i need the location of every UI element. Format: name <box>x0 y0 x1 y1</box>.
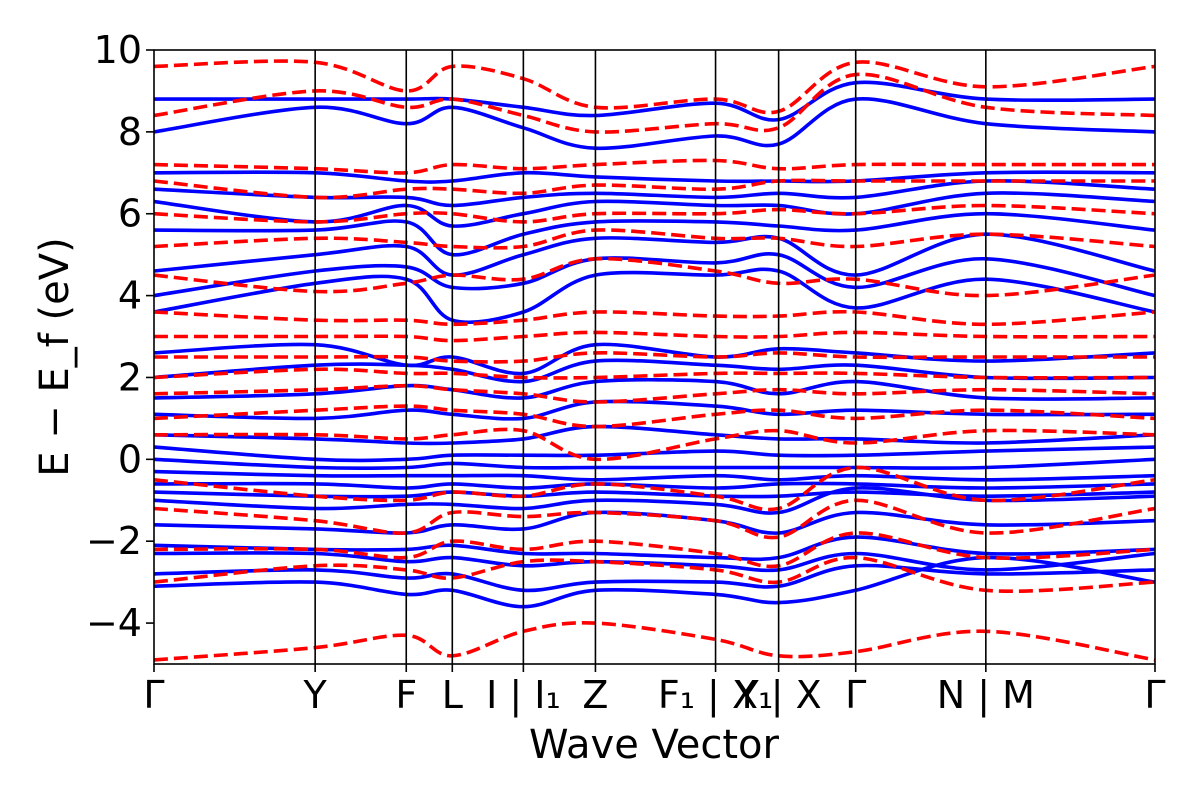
spin-up-band-10 <box>154 457 1155 471</box>
y-tick-label: 4 <box>118 274 142 318</box>
spin-down-band-14 <box>154 228 1155 250</box>
kpoint-label: Γ <box>143 673 164 717</box>
spin-up-band-1 <box>154 555 1155 609</box>
spin-up-band-8 <box>154 481 1155 490</box>
spin-up-band-4 <box>154 535 1155 562</box>
y-tick-label: 10 <box>94 28 142 72</box>
y-tick-label: 2 <box>118 355 142 399</box>
y-tick-label: −4 <box>86 601 142 645</box>
kpoint-label: Γ <box>845 673 866 717</box>
spin-down-band-9 <box>154 367 1155 380</box>
y-tick-label: 6 <box>118 192 142 236</box>
kpoint-label: I | I₁ <box>486 673 561 718</box>
spin-down-band-18 <box>154 72 1155 134</box>
spin-up-band-20 <box>154 211 1155 257</box>
spin-down-band-4 <box>154 498 1155 540</box>
kpoint-label: F <box>395 673 417 717</box>
spin-down-band-2 <box>154 555 1155 594</box>
spin-up-band-7 <box>154 490 1155 499</box>
spin-down-band-15 <box>154 203 1155 224</box>
y-tick-label: −2 <box>86 519 142 563</box>
y-axis-title: E − E_f (eV) <box>32 237 78 476</box>
spin-down-band-13 <box>154 256 1155 298</box>
spin-down-band-1 <box>154 621 1155 662</box>
spin-up-band-12 <box>154 424 1155 446</box>
spin-up-band-23 <box>154 170 1155 184</box>
y-axis: −4 −2 0 2 4 6 8 10 <box>86 28 154 645</box>
spin-up-band-9 <box>154 469 1155 482</box>
spin-down-band-6 <box>154 427 1155 462</box>
spin-down-band-10 <box>154 351 1155 364</box>
kpoint-label: N | M <box>937 673 1035 718</box>
spin-down-band-7 <box>154 404 1155 429</box>
spin-up-band-11 <box>154 445 1155 463</box>
spin-up-band-15 <box>154 358 1155 384</box>
spin-up-band-14 <box>154 377 1155 401</box>
x-axis-title: Wave Vector <box>529 722 780 768</box>
kpoint-label: L <box>442 673 463 717</box>
y-tick-label: 8 <box>118 110 142 154</box>
bands-layer <box>154 59 1155 662</box>
spin-up-band-25 <box>154 80 1155 122</box>
y-tick-label: 0 <box>118 437 142 481</box>
spin-down-band-17 <box>154 158 1155 175</box>
kpoint-label: Γ <box>1144 673 1165 717</box>
spin-up-band-17 <box>154 267 1155 325</box>
spin-down-band-5 <box>154 465 1155 512</box>
spin-up-band-19 <box>154 232 1155 277</box>
spin-down-band-11 <box>154 330 1155 343</box>
plot-frame <box>153 49 1156 665</box>
spin-down-band-3 <box>154 531 1155 569</box>
spin-down-band-16 <box>154 178 1155 200</box>
kpoint-label: Y | X <box>735 673 822 718</box>
kpoint-label: F₁ | X₁ <box>658 673 773 718</box>
kpoint-label: Y <box>303 673 328 717</box>
high-symmetry-lines <box>314 50 987 664</box>
spin-up-band-24 <box>154 96 1155 151</box>
kpoint-label: Z <box>582 673 608 717</box>
spin-down-band-8 <box>154 383 1155 404</box>
spin-down-band-12 <box>154 309 1155 327</box>
spin-up-band-22 <box>154 179 1155 208</box>
spin-up-band-2 <box>154 563 1155 593</box>
spin-up-band-21 <box>154 191 1155 228</box>
